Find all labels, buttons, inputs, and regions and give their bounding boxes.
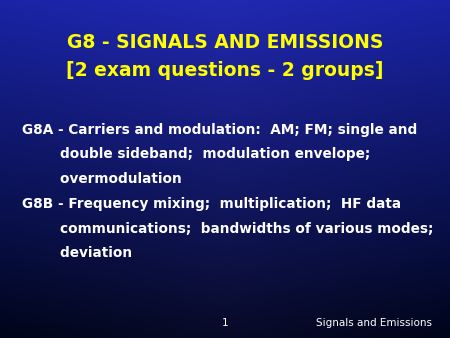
Text: [2 exam questions - 2 groups]: [2 exam questions - 2 groups] xyxy=(66,62,384,80)
Text: G8A - Carriers and modulation:  AM; FM; single and: G8A - Carriers and modulation: AM; FM; s… xyxy=(22,123,418,137)
Text: 1: 1 xyxy=(222,318,228,328)
Text: G8B - Frequency mixing;  multiplication;  HF data: G8B - Frequency mixing; multiplication; … xyxy=(22,197,401,212)
Text: deviation: deviation xyxy=(22,246,133,260)
Text: Signals and Emissions: Signals and Emissions xyxy=(316,318,432,328)
Text: overmodulation: overmodulation xyxy=(22,172,182,186)
Text: G8 - SIGNALS AND EMISSIONS: G8 - SIGNALS AND EMISSIONS xyxy=(67,33,383,52)
Text: double sideband;  modulation envelope;: double sideband; modulation envelope; xyxy=(22,147,371,162)
Text: communications;  bandwidths of various modes;: communications; bandwidths of various mo… xyxy=(22,222,434,236)
